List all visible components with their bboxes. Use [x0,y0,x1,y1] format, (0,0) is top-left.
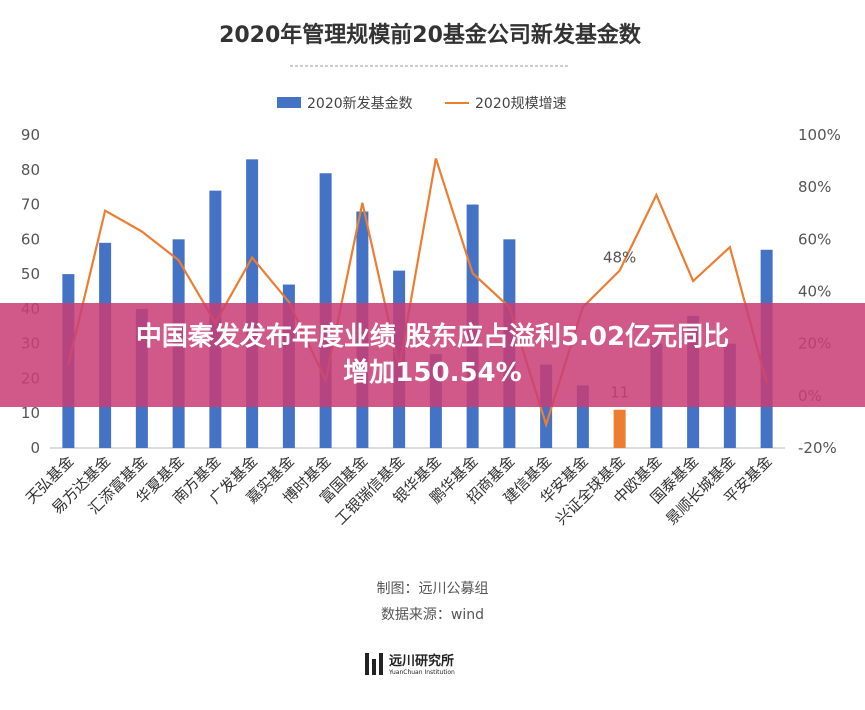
left-tick-label: 10 [21,404,40,422]
left-tick-label: 70 [21,196,40,214]
right-tick-label: 40% [798,283,831,301]
chart-maker: 制图：远川公募组 [376,581,489,597]
left-tick-label: 0 [30,439,40,457]
bar-15 [613,409,626,448]
left-axis: 0102030405060708090 [21,126,40,457]
x-axis-labels: 天弘基金易方达基金汇添富基金华夏基金南方基金广发基金嘉实基金博时基金富国基金工银… [22,452,775,528]
left-tick-label: 90 [21,126,40,144]
data-source: 数据来源：wind [380,607,485,623]
right-tick-label: 80% [798,178,831,196]
banner-line-2: 增加150.54% [343,358,522,388]
banner-line-1: 中国秦发发布年度业绩 股东应占溢利5.02亿元同比 [135,322,730,352]
right-axis: -20%0%20%40%60%80%100% [798,126,841,457]
legend-label-line: 2020规模增速 [475,96,567,112]
legend-swatch-bars [277,97,301,108]
left-tick-label: 80 [21,161,40,179]
logo-subtitle: YuanChuan Institution [389,669,455,676]
news-banner: 中国秦发发布年度业绩 股东应占溢利5.02亿元同比 增加150.54% [0,303,865,407]
chart-title: 2020年管理规模前20基金公司新发基金数 [219,22,642,48]
left-tick-label: 50 [21,265,40,283]
logo: 远川研究所 YuanChuan Institution [365,650,455,676]
left-tick-label: 60 [21,230,40,248]
right-tick-label: -20% [798,439,837,457]
legend: 2020新发基金数 2020规模增速 [277,95,567,112]
legend-label-bars: 2020新发基金数 [307,95,413,112]
growth-line [67,158,768,429]
logo-icon [365,651,383,675]
logo-name: 远川研究所 [389,654,455,669]
right-tick-label: 100% [798,126,841,144]
right-tick-label: 60% [798,230,831,248]
highlight-line-label: 48% [603,249,636,267]
